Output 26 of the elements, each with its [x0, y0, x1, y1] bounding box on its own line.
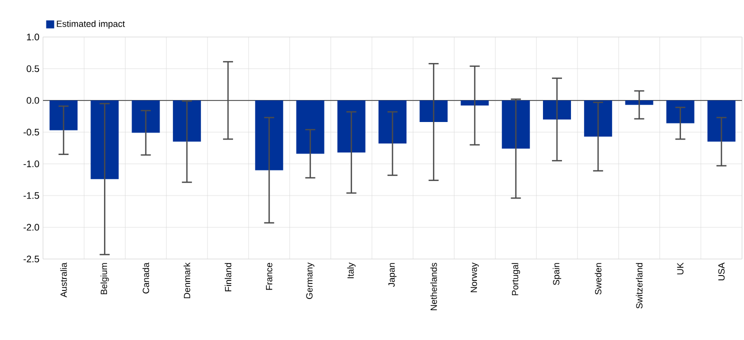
x-tick-label: Canada	[142, 262, 150, 294]
y-tick-label: 0.0	[26, 97, 40, 104]
y-tick-label: -2.0	[24, 224, 40, 231]
x-tick-label: France	[266, 262, 272, 290]
y-tick-label: 1.0	[27, 34, 40, 40]
x-tick-label: Italy	[347, 262, 356, 278]
legend-label: Estimated impact	[56, 20, 125, 29]
y-tick-label: -2.5	[24, 256, 40, 262]
x-tick-label: Belgium	[100, 263, 109, 294]
x-tick-label: UK	[677, 262, 684, 274]
x-tick-label: Sweden	[594, 263, 602, 295]
y-tick-label: 0.5	[26, 65, 40, 72]
x-tick-label: Germany	[306, 262, 314, 299]
y-tick-label: -0.5	[24, 128, 40, 136]
x-tick-label: Spain	[552, 263, 562, 286]
y-tick-label: -1.5	[24, 192, 40, 199]
x-tick-label: Portugal	[512, 263, 520, 296]
x-tick-label: Australia	[60, 262, 67, 298]
x-tick-label: Switzerland	[636, 263, 643, 308]
x-tick-label: Netherlands	[430, 262, 437, 310]
x-tick-label: Finland	[224, 263, 232, 292]
y-tick-label: -1.0	[24, 160, 40, 168]
x-tick-label: USA	[718, 262, 725, 280]
x-tick-label: Japan	[388, 263, 397, 287]
x-tick-label: Norway	[470, 262, 479, 292]
x-tick-label: Denmark	[184, 262, 190, 298]
